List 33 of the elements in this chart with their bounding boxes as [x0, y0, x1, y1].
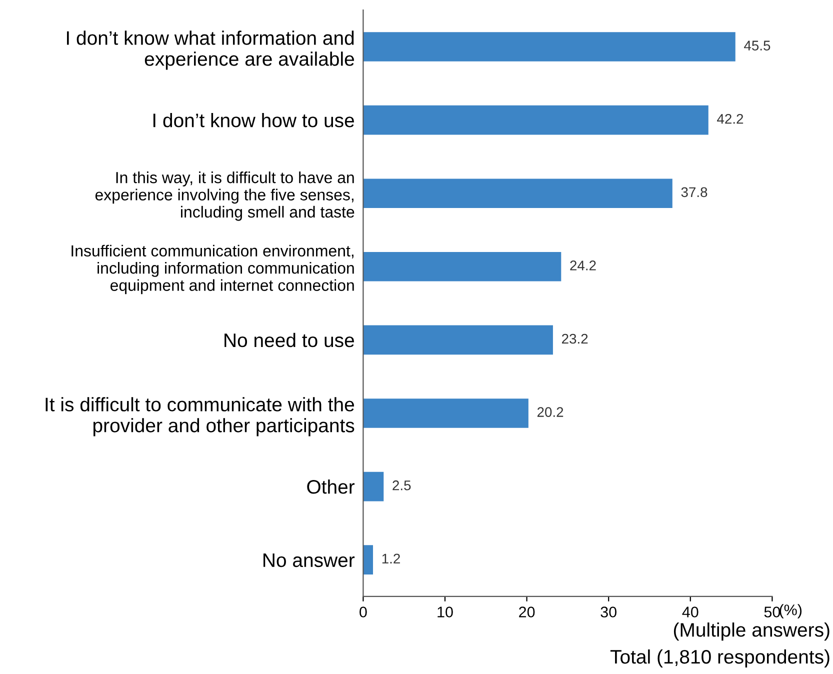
- bar: [363, 472, 384, 502]
- x-tick-label: 0: [360, 606, 367, 618]
- bar: [363, 178, 672, 208]
- y-tick-label: Insufficient communication environment, including information communication equipment and internet connection: [72, 244, 354, 294]
- x-tick-label: 10: [438, 606, 453, 618]
- data-label: 20.2: [537, 407, 564, 417]
- data-label: 45.5: [744, 40, 770, 50]
- bar: [363, 105, 708, 135]
- bar: [363, 32, 736, 62]
- x-tick-label: 40: [682, 606, 698, 618]
- data-label: 42.2: [717, 114, 744, 124]
- y-tick-label: I don’t know how to use: [153, 113, 354, 128]
- text: Total (1,810 respondents): [610, 649, 830, 668]
- text: (Multiple answers): [674, 622, 830, 641]
- x-tick-label: 30: [600, 606, 616, 618]
- y-tick-label: No answer: [264, 554, 355, 568]
- bar: [363, 252, 562, 282]
- data-label: 1.2: [382, 554, 400, 564]
- bar: [363, 545, 374, 574]
- x-tick-label: 20: [519, 606, 535, 618]
- data-label: 37.8: [681, 187, 708, 198]
- y-tick-label: Other: [307, 480, 355, 494]
- x-tick-label: 50: [764, 606, 780, 618]
- y-tick-label: I don’t know what information and experience are available: [67, 30, 354, 70]
- bar: [363, 325, 553, 355]
- y-tick-label: In this way, it is difficult to have an experience involving the five senses, including smell and taste: [95, 172, 354, 221]
- data-label: 2.5: [392, 480, 411, 490]
- x-axis-title: (%): [780, 604, 802, 618]
- y-tick-label: It is difficult to communicate with the provider and other participants: [46, 397, 354, 436]
- bar: [363, 398, 528, 428]
- data-label: 23.2: [562, 334, 588, 344]
- data-label: 24.2: [570, 260, 596, 270]
- y-tick-label: No need to use: [224, 332, 354, 348]
